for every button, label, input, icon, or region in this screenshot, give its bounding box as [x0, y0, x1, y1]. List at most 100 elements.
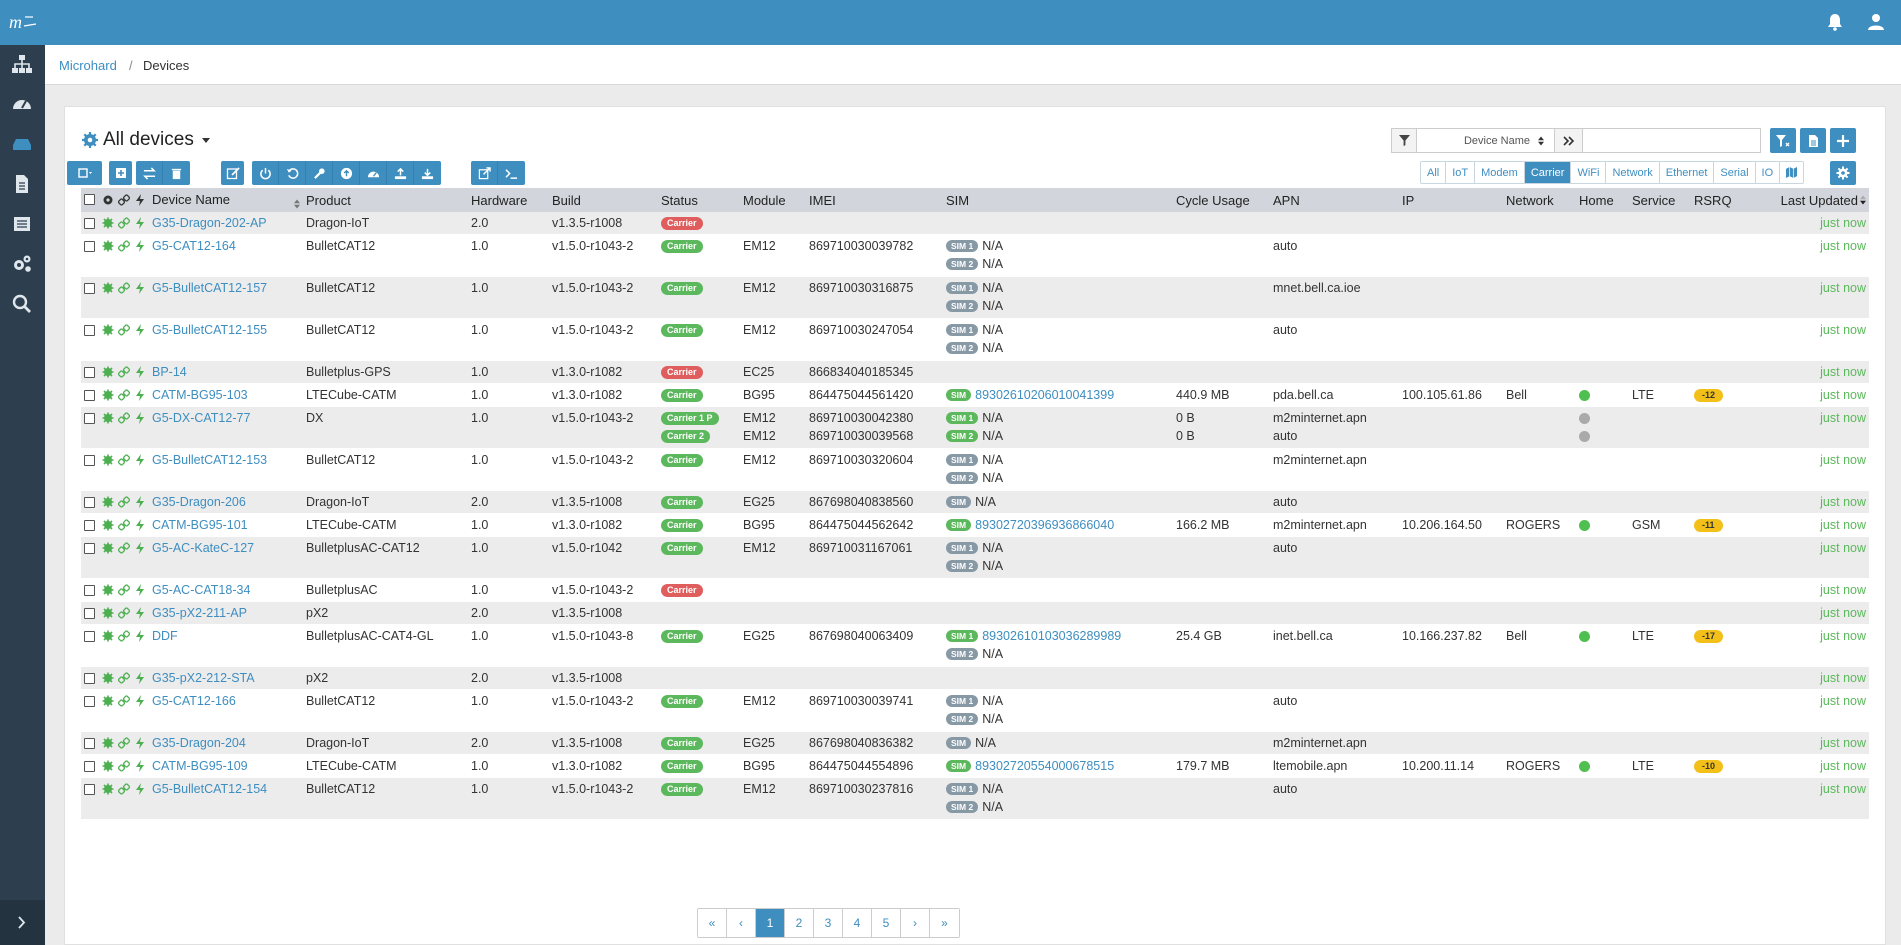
device-name-cell[interactable]: G5-BulletCAT12-157: [149, 276, 303, 319]
row-checkbox-cell[interactable]: [81, 360, 99, 384]
row-checkbox[interactable]: [84, 542, 95, 554]
search-icon[interactable]: [11, 293, 33, 315]
row-checkbox-cell[interactable]: [81, 490, 99, 514]
download-button[interactable]: [414, 161, 441, 185]
device-name-link[interactable]: G5-DX-CAT12-77: [152, 411, 251, 425]
page-4-button[interactable]: 4: [843, 909, 872, 937]
col-hardware[interactable]: Hardware: [468, 188, 549, 212]
device-name-link[interactable]: G5-CAT12-166: [152, 694, 236, 708]
row-checkbox[interactable]: [84, 217, 95, 229]
row-checkbox[interactable]: [84, 672, 95, 684]
col-cycle-usage[interactable]: Cycle Usage: [1173, 188, 1270, 212]
first-page-button[interactable]: «: [698, 909, 727, 937]
device-name-link[interactable]: BP-14: [152, 365, 187, 379]
upgrade-button[interactable]: [333, 161, 360, 185]
table-row[interactable]: G35-Dragon-206 Dragon-IoT 2.0 v1.3.5-r1008 C…: [81, 490, 1869, 514]
transfer-button[interactable]: [136, 161, 163, 185]
row-checkbox-cell[interactable]: [81, 448, 99, 491]
open-external-button[interactable]: [471, 161, 498, 185]
device-name-cell[interactable]: G5-CAT12-164: [149, 234, 303, 277]
row-checkbox[interactable]: [84, 519, 95, 531]
device-name-link[interactable]: G5-BulletCAT12-155: [152, 323, 268, 337]
row-checkbox-cell[interactable]: [81, 318, 99, 361]
row-checkbox[interactable]: [84, 584, 95, 596]
row-checkbox-cell[interactable]: [81, 689, 99, 732]
tab-iot[interactable]: IoT: [1446, 162, 1476, 183]
row-checkbox-cell[interactable]: [81, 383, 99, 407]
device-name-link[interactable]: G35-Dragon-204: [152, 736, 246, 750]
table-row[interactable]: G5-CAT12-166 BulletCAT12 1.0 v1.5.0-r1043-2…: [81, 689, 1869, 732]
table-row[interactable]: G35-Dragon-204 Dragon-IoT 2.0 v1.3.5-r1008 C…: [81, 731, 1869, 755]
device-name-link[interactable]: G5-BulletCAT12-154: [152, 782, 268, 796]
prev-page-button[interactable]: ‹: [727, 909, 756, 937]
device-name-cell[interactable]: BP-14: [149, 360, 303, 384]
select-all-dropdown-button[interactable]: [67, 161, 102, 185]
row-checkbox-cell[interactable]: [81, 513, 99, 537]
page-3-button[interactable]: 3: [814, 909, 843, 937]
table-row[interactable]: CATM-BG95-109 LTECube-CATM 1.0 v1.3.0-r1082…: [81, 754, 1869, 778]
table-row[interactable]: G5-AC-KateC-127 BulletplusAC-CAT12 1.0 v1.5…: [81, 536, 1869, 579]
device-name-link[interactable]: DDF: [152, 629, 178, 643]
row-checkbox-cell[interactable]: [81, 234, 99, 277]
edit-button[interactable]: [221, 161, 244, 185]
device-name-cell[interactable]: G5-AC-KateC-127: [149, 536, 303, 579]
row-checkbox-cell[interactable]: [81, 754, 99, 778]
device-name-cell[interactable]: G35-Dragon-202-AP: [149, 212, 303, 235]
document-icon[interactable]: [11, 173, 33, 195]
device-name-cell[interactable]: G5-BulletCAT12-153: [149, 448, 303, 491]
col-device-name[interactable]: Device Name: [149, 188, 303, 212]
bell-icon[interactable]: [1825, 12, 1845, 32]
device-name-link[interactable]: G5-BulletCAT12-153: [152, 453, 268, 467]
device-name-link[interactable]: G5-AC-CAT18-34: [152, 583, 251, 597]
col-module[interactable]: Module: [740, 188, 806, 212]
row-checkbox[interactable]: [84, 324, 95, 336]
tab-serial[interactable]: Serial: [1714, 162, 1756, 183]
col-network[interactable]: Network: [1503, 188, 1576, 212]
breadcrumb-root-link[interactable]: Microhard: [59, 58, 117, 73]
device-name-link[interactable]: G5-CAT12-164: [152, 239, 236, 253]
settings-icon[interactable]: [11, 253, 33, 275]
row-checkbox[interactable]: [84, 607, 95, 619]
row-checkbox[interactable]: [84, 737, 95, 749]
device-name-cell[interactable]: G5-CAT12-166: [149, 689, 303, 732]
col-product[interactable]: Product: [303, 188, 468, 212]
performance-button[interactable]: [360, 161, 387, 185]
row-checkbox[interactable]: [84, 389, 95, 401]
col-sim[interactable]: SIM: [943, 188, 1173, 212]
device-name-link[interactable]: G5-AC-KateC-127: [152, 541, 255, 555]
dashboard-icon[interactable]: [11, 93, 33, 115]
upload-button[interactable]: [387, 161, 414, 185]
device-name-cell[interactable]: CATM-BG95-101: [149, 513, 303, 537]
column-settings-button[interactable]: [1830, 161, 1856, 185]
row-checkbox-cell[interactable]: [81, 212, 99, 235]
filter-icon[interactable]: [1391, 128, 1417, 153]
table-row[interactable]: G35-Dragon-202-AP Dragon-IoT 2.0 v1.3.5-r10…: [81, 212, 1869, 235]
row-checkbox-cell[interactable]: [81, 578, 99, 602]
row-checkbox-cell[interactable]: [81, 731, 99, 755]
advanced-filter-button[interactable]: [1555, 128, 1583, 153]
table-row[interactable]: DDF BulletplusAC-CAT4-GL 1.0 v1.5.0-r1043-8…: [81, 624, 1869, 667]
configure-button[interactable]: [306, 161, 333, 185]
tab-modem[interactable]: Modem: [1475, 162, 1525, 183]
table-row[interactable]: CATM-BG95-101 LTECube-CATM 1.0 v1.3.0-r1082…: [81, 513, 1869, 537]
tab-ethernet[interactable]: Ethernet: [1659, 162, 1715, 183]
table-row[interactable]: G5-BulletCAT12-154 BulletCAT12 1.0 v1.5.0-r…: [81, 777, 1869, 820]
device-name-cell[interactable]: G5-BulletCAT12-154: [149, 777, 303, 820]
row-checkbox[interactable]: [84, 783, 95, 795]
table-row[interactable]: BP-14 Bulletplus-GPS 1.0 v1.3.0-r1082 Carrie…: [81, 360, 1869, 384]
search-input[interactable]: [1583, 128, 1761, 153]
row-checkbox-cell[interactable]: [81, 624, 99, 667]
page-title[interactable]: All devices: [82, 129, 210, 151]
sim-number-link[interactable]: 89302610206010041399: [975, 388, 1115, 402]
table-row[interactable]: G5-AC-CAT18-34 BulletplusAC 1.0 v1.5.0-r104…: [81, 578, 1869, 602]
apply-filter-button[interactable]: [1770, 128, 1796, 153]
power-button[interactable]: [252, 161, 279, 185]
row-checkbox[interactable]: [84, 454, 95, 466]
device-name-cell[interactable]: G5-AC-CAT18-34: [149, 578, 303, 602]
row-checkbox[interactable]: [84, 695, 95, 707]
delete-button[interactable]: [163, 161, 190, 185]
device-name-link[interactable]: G5-BulletCAT12-157: [152, 281, 268, 295]
row-checkbox[interactable]: [84, 760, 95, 772]
filter-field-select[interactable]: Device Name: [1417, 128, 1555, 153]
network-icon[interactable]: [11, 53, 33, 75]
